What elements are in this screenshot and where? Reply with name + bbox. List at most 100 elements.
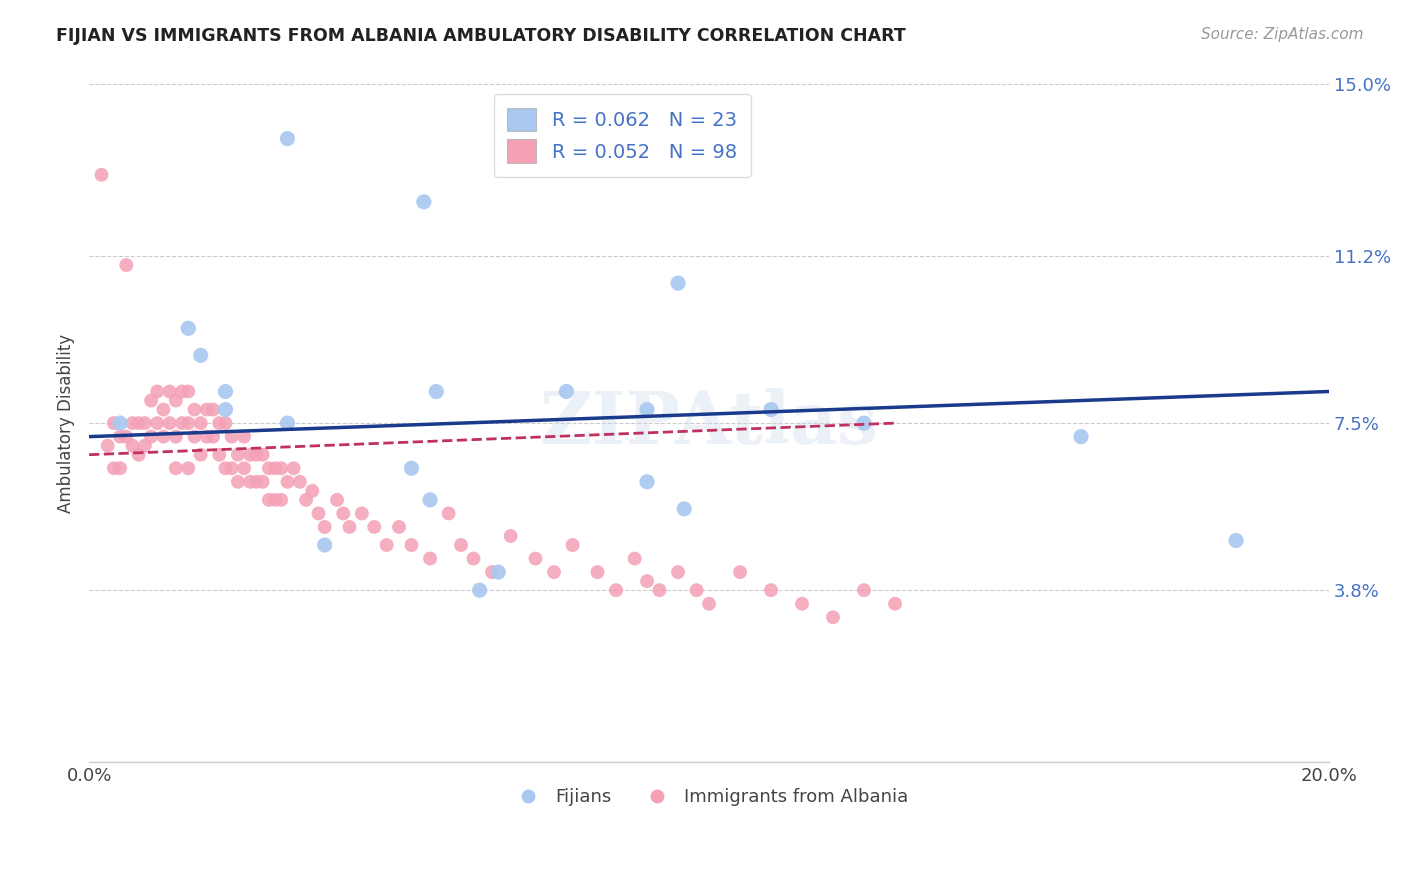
Point <box>728 565 751 579</box>
Point <box>375 538 398 552</box>
Point <box>666 565 689 579</box>
Point <box>221 461 243 475</box>
Y-axis label: Ambulatory Disability: Ambulatory Disability <box>58 334 75 513</box>
Point <box>177 321 200 335</box>
Point <box>419 492 441 507</box>
Point <box>146 384 169 399</box>
Point <box>170 416 193 430</box>
Point <box>159 384 181 399</box>
Point <box>190 448 212 462</box>
Point <box>853 416 876 430</box>
Point <box>401 538 423 552</box>
Point <box>214 402 236 417</box>
Point <box>270 461 292 475</box>
Point <box>425 384 447 399</box>
Point <box>252 475 274 489</box>
Point <box>486 565 509 579</box>
Point <box>226 448 249 462</box>
Point <box>636 475 658 489</box>
Point <box>103 416 125 430</box>
Point <box>177 416 200 430</box>
Point <box>401 461 423 475</box>
Point <box>339 520 361 534</box>
Point <box>177 384 200 399</box>
Point <box>450 538 472 552</box>
Point <box>463 551 485 566</box>
Point <box>314 538 336 552</box>
Point <box>97 439 120 453</box>
Point <box>412 194 434 209</box>
Point <box>221 430 243 444</box>
Point <box>165 430 187 444</box>
Point <box>295 492 318 507</box>
Point <box>121 439 143 453</box>
Point <box>152 402 174 417</box>
Point <box>134 439 156 453</box>
Point <box>257 492 280 507</box>
Point <box>350 507 373 521</box>
Point <box>388 520 411 534</box>
Point <box>257 461 280 475</box>
Point <box>146 416 169 430</box>
Point <box>697 597 720 611</box>
Point <box>190 416 212 430</box>
Point <box>239 448 262 462</box>
Point <box>673 502 696 516</box>
Point <box>195 402 218 417</box>
Point <box>239 475 262 489</box>
Point <box>623 551 645 566</box>
Point <box>437 507 460 521</box>
Point <box>605 583 627 598</box>
Point <box>468 583 491 598</box>
Point <box>283 461 305 475</box>
Point <box>202 402 225 417</box>
Point <box>170 384 193 399</box>
Point <box>821 610 844 624</box>
Point <box>115 258 138 272</box>
Point <box>419 551 441 566</box>
Text: ZIPAtlas: ZIPAtlas <box>540 388 879 458</box>
Point <box>233 430 256 444</box>
Point <box>190 348 212 362</box>
Point <box>314 520 336 534</box>
Point <box>666 276 689 290</box>
Point <box>276 475 298 489</box>
Text: Source: ZipAtlas.com: Source: ZipAtlas.com <box>1201 27 1364 42</box>
Point <box>586 565 609 579</box>
Point <box>543 565 565 579</box>
Point <box>636 574 658 589</box>
Point <box>270 492 292 507</box>
Point <box>159 416 181 430</box>
Point <box>108 416 131 430</box>
Point <box>264 492 287 507</box>
Point <box>648 583 671 598</box>
Point <box>759 583 782 598</box>
Point <box>326 492 349 507</box>
Point <box>499 529 522 543</box>
Point <box>233 461 256 475</box>
Point <box>214 416 236 430</box>
Point <box>115 430 138 444</box>
Point <box>555 384 578 399</box>
Point <box>108 430 131 444</box>
Point <box>152 430 174 444</box>
Point <box>183 430 205 444</box>
Point <box>276 416 298 430</box>
Point <box>214 461 236 475</box>
Point <box>195 430 218 444</box>
Point <box>561 538 583 552</box>
Point <box>332 507 354 521</box>
Point <box>884 597 907 611</box>
Point <box>214 384 236 399</box>
Point <box>1225 533 1247 548</box>
Point <box>790 597 813 611</box>
Point <box>208 448 231 462</box>
Point <box>202 430 225 444</box>
Point <box>103 461 125 475</box>
Point <box>128 416 150 430</box>
Point <box>1070 430 1092 444</box>
Point <box>226 475 249 489</box>
Point <box>208 416 231 430</box>
Point <box>128 448 150 462</box>
Point <box>183 402 205 417</box>
